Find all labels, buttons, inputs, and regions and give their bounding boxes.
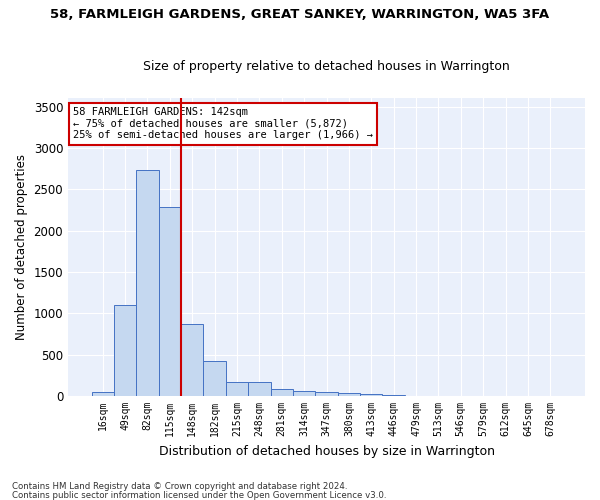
Bar bbox=[316, 392, 338, 396]
Bar bbox=[114, 305, 136, 396]
Bar bbox=[382, 395, 405, 396]
Text: 58, FARMLEIGH GARDENS, GREAT SANKEY, WARRINGTON, WA5 3FA: 58, FARMLEIGH GARDENS, GREAT SANKEY, WAR… bbox=[50, 8, 550, 20]
Y-axis label: Number of detached properties: Number of detached properties bbox=[15, 154, 28, 340]
Bar bbox=[360, 394, 382, 396]
Bar bbox=[293, 391, 316, 396]
Bar bbox=[158, 207, 181, 396]
X-axis label: Distribution of detached houses by size in Warrington: Distribution of detached houses by size … bbox=[158, 444, 494, 458]
Bar bbox=[181, 324, 203, 396]
Bar bbox=[203, 361, 226, 396]
Bar bbox=[271, 388, 293, 396]
Text: Contains public sector information licensed under the Open Government Licence v3: Contains public sector information licen… bbox=[12, 490, 386, 500]
Text: 58 FARMLEIGH GARDENS: 142sqm
← 75% of detached houses are smaller (5,872)
25% of: 58 FARMLEIGH GARDENS: 142sqm ← 75% of de… bbox=[73, 107, 373, 140]
Text: Contains HM Land Registry data © Crown copyright and database right 2024.: Contains HM Land Registry data © Crown c… bbox=[12, 482, 347, 491]
Bar bbox=[226, 382, 248, 396]
Bar bbox=[136, 170, 158, 396]
Bar bbox=[248, 382, 271, 396]
Title: Size of property relative to detached houses in Warrington: Size of property relative to detached ho… bbox=[143, 60, 510, 74]
Bar bbox=[338, 393, 360, 396]
Bar bbox=[92, 392, 114, 396]
